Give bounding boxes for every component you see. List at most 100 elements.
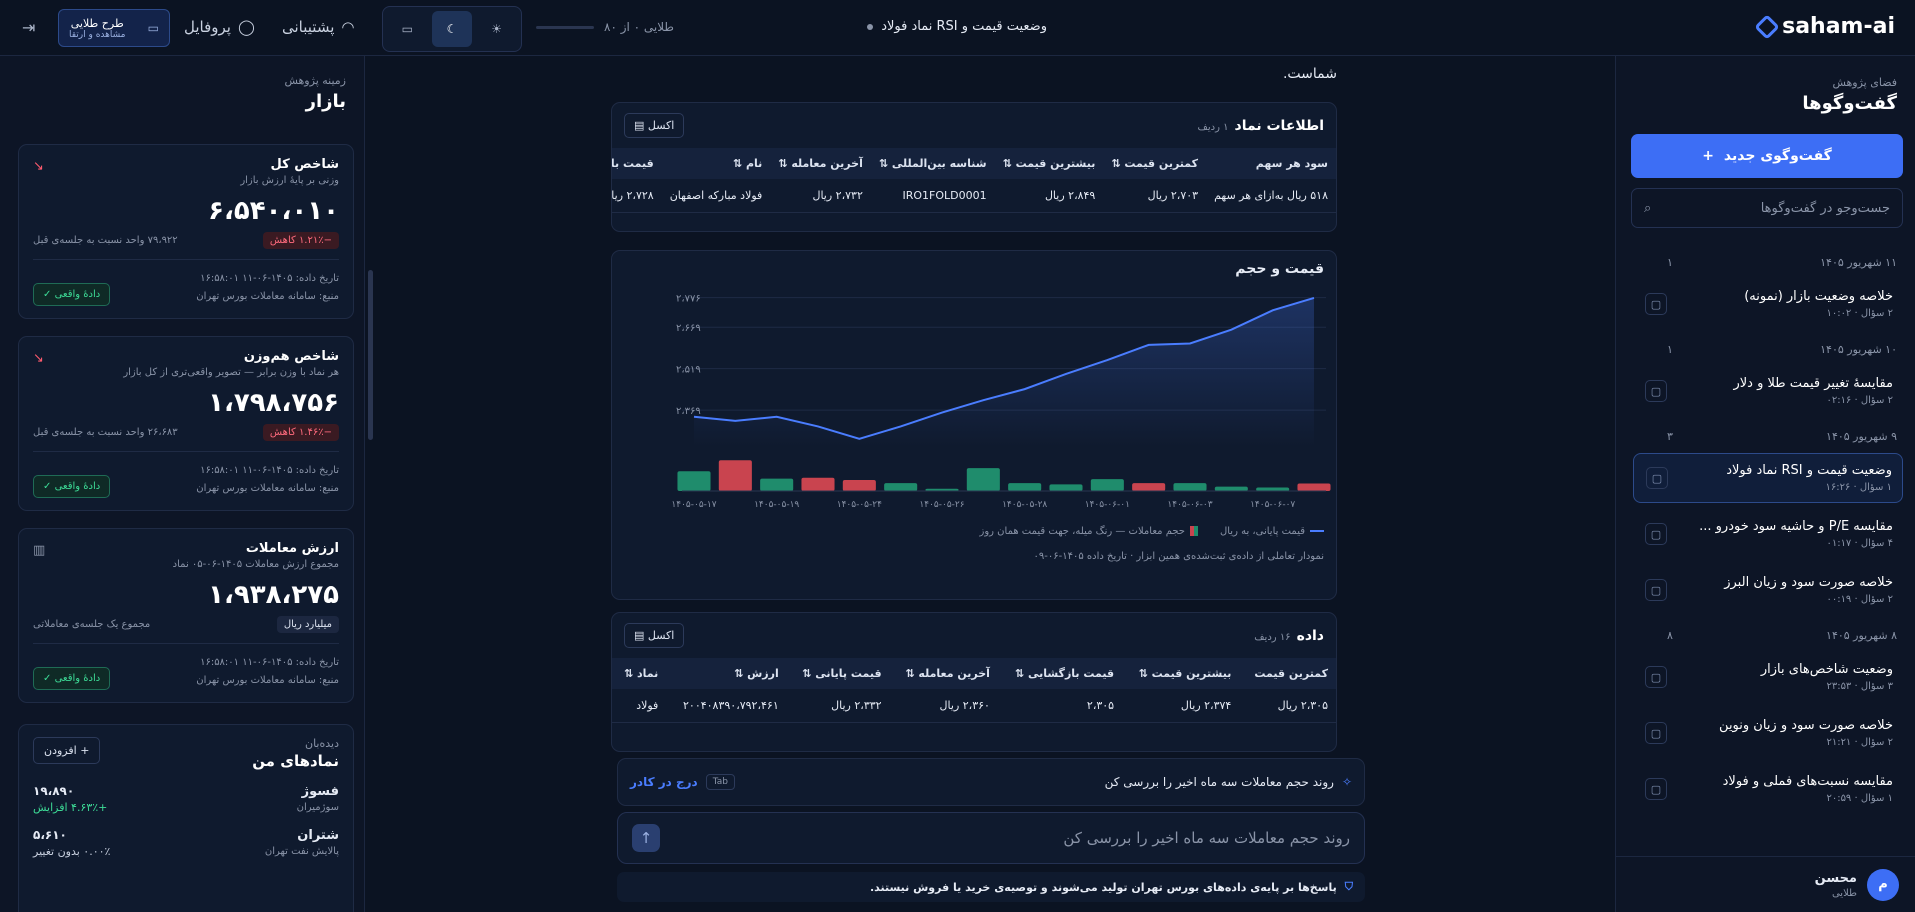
data-source: منبع: سامانه معاملات بورس تهران <box>196 675 339 686</box>
column-header[interactable]: کمترین قیمت ⇅ <box>1103 148 1207 179</box>
column-header[interactable]: نام ⇅ <box>661 148 771 179</box>
light-theme-button[interactable]: ☀ <box>476 11 517 47</box>
conversation-item-active[interactable]: وضعیت قیمت و RSI نماد فولاد ۱ سؤال · ۱۶:۲… <box>1633 453 1903 503</box>
chart-legend: قیمت پایانی، به ریال حجم معاملات — رنگ م… <box>612 526 1336 537</box>
card-title: ارزش معاملات <box>245 541 339 556</box>
section-subtitle: فضای پژوهش <box>1832 76 1897 89</box>
column-header[interactable]: سود هر سهم <box>1206 148 1336 179</box>
plan-subtitle: مشاهده و ارتقا <box>69 29 126 40</box>
divider <box>33 451 339 452</box>
symbol-full-name: پالایش نفت تهران <box>264 846 339 857</box>
volume-bar <box>1297 483 1331 491</box>
conversation-meta: ۲ سؤال · ۰۲:۱۶ <box>1826 395 1893 406</box>
date-group-header: ۸ شهریور ۱۴۰۵ ۸ <box>1615 625 1915 646</box>
line-swatch <box>1310 530 1324 532</box>
insert-button[interactable]: درج در کادر <box>630 775 698 789</box>
divider <box>33 259 339 260</box>
conversation-item[interactable]: مقایسهٔ تغییر قیمت طلا و دلار ۲ سؤال · ۰۲… <box>1633 366 1903 416</box>
conversation-title: وضعیت قیمت و RSI نماد فولاد <box>1726 463 1892 478</box>
file-icon: ▤ <box>634 119 645 132</box>
date-count: ۳ <box>1667 430 1673 443</box>
column-header[interactable]: شناسه بین‌المللی ⇅ <box>870 148 995 179</box>
conversation-title: خلاصه صورت سود و زیان البرز <box>1724 575 1893 590</box>
market-title: بازار <box>305 91 346 112</box>
export-excel-button[interactable]: اکسل ▤ <box>624 113 685 138</box>
message-text: شماست. <box>1282 66 1337 82</box>
column-header[interactable]: قیمت پایانی ⇅ <box>786 658 890 689</box>
user-name: محسن <box>1814 870 1857 886</box>
sparkle-icon: ✧ <box>1341 775 1352 789</box>
column-header[interactable]: نماد ⇅ <box>612 658 667 689</box>
column-header[interactable]: قیمت بازگ <box>611 148 662 179</box>
message-input[interactable]: روند حجم معاملات سه ماه اخیر را بررسی کن… <box>617 812 1365 864</box>
table-cell: فولاد مبارکه اصفهان <box>661 179 771 213</box>
dark-theme-button[interactable]: ☾ <box>431 11 473 47</box>
date-count: ۱ <box>1667 343 1673 356</box>
column-header[interactable]: کمترین قیمت <box>1239 658 1336 689</box>
add-symbol-button[interactable]: + افزودن <box>33 737 101 764</box>
watchlist-item[interactable]: فسوژ سوژمیران ۱۹،۸۹۰ +۴.۶۳٪ افزایش <box>33 784 339 814</box>
conversation-item[interactable]: مقایسه P/E و حاشیه سود خودرو ... ۴ سؤال ·… <box>1633 509 1903 559</box>
date-group-header: ۹ شهریور ۱۴۰۵ ۳ <box>1615 426 1915 447</box>
x-tick-label: ۱۴۰۵-۰۵-۲۸ <box>1002 500 1047 510</box>
chart-title: قیمت و حجم <box>1235 261 1324 277</box>
header-label: کمترین قیمت <box>1124 157 1199 170</box>
column-header[interactable]: قیمت بازگشایی ⇅ <box>997 658 1123 689</box>
support-link[interactable]: ◠ پشتیبانی <box>282 18 354 36</box>
suggestion-chip[interactable]: ✧ روند حجم معاملات سه ماه اخیر را بررسی ک… <box>617 758 1365 806</box>
send-button[interactable]: ↑ <box>632 824 660 852</box>
header-label: نام <box>745 157 763 170</box>
date-count: ۱ <box>1667 256 1673 269</box>
logout-icon[interactable]: ⇥ <box>22 18 36 37</box>
volume-bar <box>1256 487 1290 491</box>
data-source: منبع: سامانه معاملات بورس تهران <box>196 483 339 494</box>
check-icon: ✓ <box>43 289 52 300</box>
system-theme-button[interactable]: ▭ <box>387 11 428 47</box>
chat-title: وضعیت قیمت و RSI نماد فولاد <box>867 19 1047 34</box>
live-data-badge: دادهٔ واقعی ✓ <box>33 475 111 498</box>
column-header[interactable]: ارزش ⇅ <box>666 658 787 689</box>
card-value: ۶،۵۴۰،۰۱۰ <box>208 196 339 226</box>
volume-bar <box>718 460 752 491</box>
conversation-meta: ۳ سؤال · ۲۳:۵۳ <box>1826 681 1893 692</box>
y-tick-label: ۲،۳۶۹ <box>676 406 701 417</box>
column-header[interactable]: آخرین معامله ⇅ <box>889 658 998 689</box>
symbol-info-panel: اطلاعات نماد ۱ ردیف اکسل ▤ سود هر سهم کمت… <box>611 102 1337 232</box>
column-header[interactable]: بیشترین قیمت ⇅ <box>1122 658 1240 689</box>
conversation-meta: ۱ سؤال · ۱۶:۲۶ <box>1825 482 1892 493</box>
conversation-item[interactable]: مقایسه نسبت‌های فملی و فولاد ۱ سؤال · ۲۰:… <box>1633 764 1903 814</box>
column-header[interactable]: آخرین معامله ⇅ <box>770 148 871 179</box>
plus-icon: + <box>1702 148 1714 164</box>
chat-icon: ▢ <box>1645 778 1667 800</box>
live-label: دادهٔ واقعی <box>54 673 101 684</box>
index-card-equal-weight: ↘ شاخص هم‌وزن هر نماد با وزن برابر — تصو… <box>18 336 354 511</box>
user-icon: ◯ <box>237 18 255 36</box>
profile-link[interactable]: ◯ پروفایل <box>184 18 255 36</box>
export-excel-button[interactable]: اکسل ▤ <box>624 623 685 648</box>
conversation-item[interactable]: خلاصه صورت سود و زیان البرز ۲ سؤال · ۰۰:۱… <box>1633 565 1903 615</box>
price-volume-chart[interactable]: ۲،۳۶۹ ۲،۵۱۹ ۲،۶۶۹ ۲،۷۷۶ ۱۴۰۵-۰۵-۱۷ ۱۴۰۵-۰۵-۱۹… <box>612 277 1336 521</box>
volume-bar <box>677 471 711 491</box>
tab-key-hint: Tab <box>705 774 735 790</box>
legend-line-label: قیمت پایانی، به ریال <box>1219 526 1305 537</box>
conversation-title: خلاصه وضعیت بازار (نمونه) <box>1744 289 1893 304</box>
conversation-search-input[interactable]: جست‌وجو در گفت‌وگوها ⌕ <box>1631 188 1903 228</box>
bar-chart-icon: ▥ <box>33 543 46 558</box>
search-placeholder: جست‌وجو در گفت‌وگوها <box>1760 200 1890 216</box>
conversation-item[interactable]: خلاصه صورت سود و زیان ونوین ۲ سؤال · ۲۱:۲… <box>1633 708 1903 758</box>
conversation-item[interactable]: وضعیت شاخص‌های بازار ۳ سؤال · ۲۳:۵۳ ▢ <box>1633 652 1903 702</box>
plan-button[interactable]: ▭ طرح طلایی مشاهده و ارتقا <box>58 9 170 47</box>
trade-value-card: ▥ ارزش معاملات مجموع ارزش معاملات ۱۴۰۵-۰… <box>18 528 354 703</box>
conversation-item[interactable]: خلاصه وضعیت بازار (نمونه) ۲ سؤال · ۱۰:۰۲ ▢ <box>1633 279 1903 329</box>
x-tick-label: ۱۴۰۵-۰۵-۲۶ <box>919 500 964 510</box>
watchlist-item[interactable]: شتران پالایش نفت تهران ۵،۶۱۰ ۰.۰۰٪ بدون تغ… <box>33 828 339 858</box>
header-label: قیمت بازگ <box>611 157 654 170</box>
user-menu[interactable]: م محسن طلایی <box>1615 856 1915 912</box>
scrollbar[interactable] <box>368 270 373 440</box>
symbol-change: ۰.۰۰٪ بدون تغییر <box>33 845 111 858</box>
logo[interactable]: saham-ai <box>1754 13 1895 40</box>
new-chat-button[interactable]: گفت‌وگوی جدید + <box>1631 134 1903 178</box>
conversation-title: مقایسه نسبت‌های فملی و فولاد <box>1722 774 1893 789</box>
file-icon: ▤ <box>634 629 645 642</box>
column-header[interactable]: بیشترین قیمت ⇅ <box>994 148 1104 179</box>
